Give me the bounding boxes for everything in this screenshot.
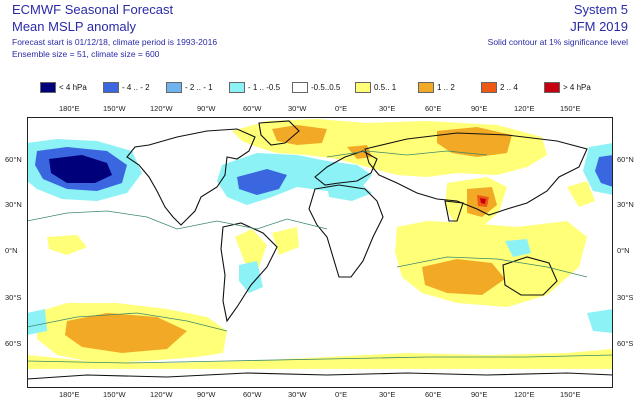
legend-swatch: [292, 82, 308, 93]
lon-tick-top: 0°E: [335, 104, 348, 113]
lat-tick-left: 30°N: [5, 200, 22, 209]
positive-anomaly-region: [480, 198, 486, 204]
positive-anomaly-region: [272, 125, 327, 145]
positive-anomaly-region: [65, 313, 187, 353]
legend-label: - 2 .. - 1: [185, 83, 213, 92]
ensemble-info: Ensemble size = 51, climate size = 600: [12, 49, 160, 59]
asia-coastline: [364, 132, 588, 216]
lon-tick-bottom: 60°E: [425, 390, 442, 399]
legend-label: 0.5.. 1: [374, 83, 397, 92]
period-label: JFM 2019: [570, 19, 628, 34]
lon-tick-bottom: 180°E: [59, 390, 80, 399]
significance-contour: [27, 210, 328, 230]
lat-tick-right: 30°S: [617, 293, 634, 302]
greenland-coastline: [258, 120, 300, 146]
negative-anomaly-region: [327, 181, 372, 201]
lon-tick-top: 180°E: [59, 104, 80, 113]
positive-anomaly-region: [567, 181, 595, 207]
anomaly-map: [27, 117, 613, 388]
lat-tick-right: 60°S: [617, 339, 634, 348]
lat-tick-right: 0°N: [617, 246, 630, 255]
negative-anomaly-region: [595, 155, 613, 187]
legend-swatch: [544, 82, 560, 93]
negative-anomaly-region: [237, 169, 287, 195]
lon-tick-bottom: 90°E: [471, 390, 488, 399]
lon-tick-bottom: 30°E: [379, 390, 396, 399]
negative-anomaly-region: [49, 155, 112, 183]
legend-swatch: [166, 82, 182, 93]
significance-contour: [326, 150, 488, 158]
significance-contours: [27, 150, 613, 364]
legend-swatch: [103, 82, 119, 93]
lon-tick-top: 30°E: [379, 104, 396, 113]
lon-tick-bottom: 120°E: [514, 390, 535, 399]
india-coastline: [444, 200, 464, 222]
legend-label: - 4 .. - 2: [122, 83, 150, 92]
lon-tick-top: 120°E: [514, 104, 535, 113]
lon-tick-top: 120°W: [150, 104, 173, 113]
legend-swatch: [355, 82, 371, 93]
legend-label: > 4 hPa: [563, 83, 591, 92]
legend-label: -0.5..0.5: [311, 83, 341, 92]
lon-tick-top: 90°E: [471, 104, 488, 113]
positive-anomaly-region: [235, 229, 267, 267]
lat-tick-left: 0°N: [5, 246, 18, 255]
system-label: System 5: [573, 2, 628, 17]
lat-tick-right: 60°N: [617, 155, 634, 164]
australia-coastline: [502, 256, 558, 296]
title-line-2: Mean MSLP anomaly: [12, 19, 137, 34]
lon-tick-top: 90°W: [197, 104, 216, 113]
lon-tick-top: 60°E: [425, 104, 442, 113]
lon-tick-bottom: 60°W: [243, 390, 262, 399]
significance-contour: [27, 312, 228, 332]
lon-tick-top: 60°W: [243, 104, 262, 113]
north-america-coastline: [126, 128, 256, 226]
lat-tick-left: 30°S: [5, 293, 22, 302]
negative-anomaly-region: [505, 239, 531, 257]
positive-anomaly-region: [547, 229, 587, 257]
lon-tick-top: 150°W: [103, 104, 126, 113]
legend-swatch: [481, 82, 497, 93]
antarctica-coastline: [27, 372, 613, 388]
positive-anomaly-region: [422, 259, 505, 295]
legend-label: 1 .. 2: [437, 83, 455, 92]
legend-swatch: [418, 82, 434, 93]
europe-coastline: [314, 150, 378, 186]
south-america-coastline: [220, 222, 278, 323]
legend-label: - 1 .. -0.5: [248, 83, 281, 92]
lon-tick-bottom: 150°W: [103, 390, 126, 399]
lat-tick-left: 60°N: [5, 155, 22, 164]
forecast-info: Forecast start is 01/12/18, climate peri…: [12, 37, 218, 47]
lon-tick-bottom: 0°E: [335, 390, 348, 399]
lon-tick-top: 150°E: [560, 104, 581, 113]
legend-swatch: [229, 82, 245, 93]
landmass: [27, 120, 613, 388]
lon-tick-top: 30°W: [288, 104, 307, 113]
negative-anomaly-region: [587, 309, 613, 333]
significance-contour: [27, 354, 613, 364]
lon-tick-bottom: 120°W: [150, 390, 173, 399]
significance-contour: [396, 256, 588, 278]
lon-tick-bottom: 150°E: [560, 390, 581, 399]
positive-anomaly-region: [47, 235, 87, 255]
lat-tick-right: 30°N: [617, 200, 634, 209]
lon-tick-bottom: 30°W: [288, 390, 307, 399]
significance-note: Solid contour at 1% significance level: [487, 37, 628, 47]
legend-label: 2 .. 4: [500, 83, 518, 92]
title-line-1: ECMWF Seasonal Forecast: [12, 2, 174, 17]
negative-anomaly-region: [27, 309, 47, 335]
legend-swatch: [40, 82, 56, 93]
legend-label: < 4 hPa: [59, 83, 87, 92]
lon-tick-bottom: 90°W: [197, 390, 216, 399]
positive-anomaly-region: [272, 227, 299, 255]
map-frame: [27, 117, 613, 388]
negative-anomaly-region: [239, 261, 263, 293]
lat-tick-left: 60°S: [5, 339, 22, 348]
